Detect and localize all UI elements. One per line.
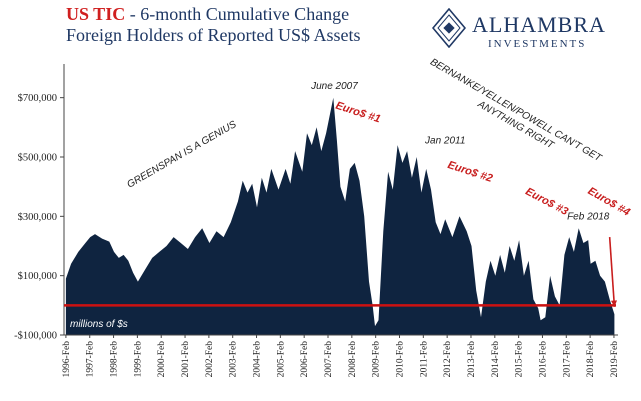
x-tick-label: 2000-Feb xyxy=(157,341,167,378)
x-tick-label: 1998-Feb xyxy=(110,341,120,378)
x-tick-label: 1996-Feb xyxy=(62,341,72,378)
y-tick-label: $300,000 xyxy=(18,212,57,223)
x-tick-label: 2016-Feb xyxy=(538,341,548,378)
y-tick-label: -$100,000 xyxy=(14,331,57,342)
x-tick-label: 1997-Feb xyxy=(86,341,96,378)
x-tick-label: 2010-Feb xyxy=(395,341,405,378)
title-rest: - 6-month Cumulative Change xyxy=(125,4,350,24)
title-accent: US TIC xyxy=(66,4,126,24)
series-area xyxy=(65,97,615,335)
chart-annotation: Feb 2018 xyxy=(567,211,610,222)
logo-subtitle: INVESTMENTS xyxy=(488,38,587,50)
x-tick-label: 2013-Feb xyxy=(467,341,477,378)
x-tick-label: 2012-Feb xyxy=(443,341,453,378)
y-tick-label: $700,000 xyxy=(18,93,57,104)
logo-name: ALHAMBRA xyxy=(472,12,606,37)
x-tick-label: 1999-Feb xyxy=(133,341,143,378)
y-tick-label: $100,000 xyxy=(18,271,57,282)
chart-annotation: Euro$ #1 xyxy=(334,100,382,126)
trend-arrow-line xyxy=(608,237,616,307)
x-tick-label: 2003-Feb xyxy=(229,341,239,378)
chart-annotation: GREENSPAN IS A GENIUS xyxy=(125,119,238,191)
x-tick-label: 2007-Feb xyxy=(324,341,334,378)
x-tick-label: 2008-Feb xyxy=(348,341,358,378)
chart-annotation: Jan 2011 xyxy=(424,136,465,147)
chart-title: US TIC - 6-month Cumulative Change Forei… xyxy=(66,4,426,46)
x-tick-label: 2002-Feb xyxy=(205,341,215,378)
x-tick-label: 2014-Feb xyxy=(491,341,501,378)
x-tick-label: 2009-Feb xyxy=(372,341,382,378)
y-tick-label: $500,000 xyxy=(18,153,57,164)
x-tick-label: 2011-Feb xyxy=(419,341,429,377)
x-tick-label: 2018-Feb xyxy=(586,341,596,378)
x-tick-label: 2004-Feb xyxy=(253,341,263,378)
trend-arrow-head xyxy=(610,300,618,307)
x-tick-label: 2006-Feb xyxy=(300,341,310,378)
alhambra-diamond-icon xyxy=(432,8,466,48)
chart-annotation: June 2007 xyxy=(310,81,358,92)
brand-logo: ALHAMBRA INVESTMENTS xyxy=(432,8,640,58)
x-tick-label: 2015-Feb xyxy=(515,341,525,378)
chart-annotation: BERNANKE/YELLEN/POWELL CAN'T GET xyxy=(428,57,604,165)
units-label: millions of $s xyxy=(70,319,128,330)
x-tick-label: 2005-Feb xyxy=(276,341,286,378)
x-tick-label: 2019-Feb xyxy=(610,341,620,378)
x-tick-label: 2017-Feb xyxy=(562,341,572,378)
chart-annotation: Euro$ #2 xyxy=(446,159,494,185)
chart-annotation: Euro$ #3 xyxy=(523,186,570,218)
title-line2: Foreign Holders of Reported US$ Assets xyxy=(66,25,361,45)
x-tick-label: 2001-Feb xyxy=(181,341,191,378)
